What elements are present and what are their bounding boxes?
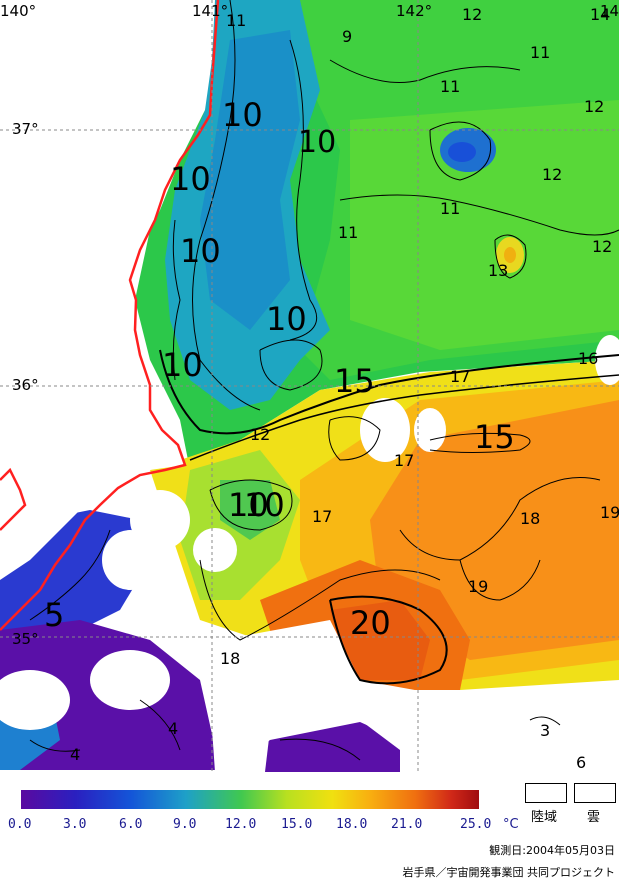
contour-label: 10 [266,300,307,338]
credit-line: 岩手県／宇宙開発事業団 共同プロジェクト [402,866,616,879]
contour-label: 11 [530,43,550,62]
scale-tick: 21.0 [391,817,423,832]
cloud-swatch [574,783,616,803]
contour-label: 11 [226,11,246,30]
contour-label: 17 [312,507,332,526]
land-mass [0,0,215,580]
scale-unit: °C [503,817,519,832]
sea-surface-temperature-field [0,0,619,772]
contour-label: 10 [222,96,263,134]
contour-label: 11 [440,77,460,96]
contour-label: 11 [440,199,460,218]
contour-label: 12 [542,165,562,184]
lon-label-141: 141° [192,2,228,20]
contour-label: 12 [592,237,612,256]
contour-label: 20 [350,604,391,642]
contour-label: 12 [250,425,270,444]
observation-date: 観測日:2004年05月03日 [489,844,615,857]
contour-label: 4 [168,719,178,738]
scale-tick: 6.0 [119,817,143,832]
scale-tick: 25.0 [460,817,492,832]
lon-label-140: 140° [0,2,36,20]
lon-label-143: 14 [600,2,619,20]
temperature-color-scale [21,790,479,809]
isotherm-contours [29,0,619,761]
contour-label: 17 [450,367,470,386]
contour-label: 10 [180,232,221,270]
contour-label: 10 [170,160,211,198]
contour-label: 4 [70,745,80,764]
contour-label: 15 [474,418,515,456]
lat-label-35: 35° [12,630,39,648]
cloud-legend-label: 雲 [587,810,601,825]
contour-label: 10 [298,125,336,160]
scale-tick: 9.0 [173,817,197,832]
contour-label: 10 [228,486,269,524]
contour-label: 14 [590,5,610,24]
scale-tick: 12.0 [225,817,257,832]
coastline [0,0,220,631]
contour-label: 3 [540,721,550,740]
scale-tick: 18.0 [336,817,368,832]
scale-tick: 0.0 [8,817,32,832]
contour-label: 10 [162,346,203,384]
cloud-cover [0,335,619,772]
contour-label: 11 [338,223,358,242]
contour-label: 16 [578,349,598,368]
lon-label-142: 142° [396,2,432,20]
scale-tick: 3.0 [63,817,87,832]
lat-label-37: 37° [12,120,39,138]
sst-map: 140° 141° 142° 14 37° 36° 35° 11 9 12 11… [0,0,619,772]
contour-label: 13 [488,261,508,280]
scale-tick: 15.0 [281,817,313,832]
contour-label: 12 [462,5,482,24]
contour-label: 18 [220,649,240,668]
lat-label-36: 36° [12,376,39,394]
contour-label: 5 [44,596,64,634]
contour-label: 17 [394,451,414,470]
contour-label: 10 [244,486,285,524]
land-legend-label: 陸域 [531,810,558,825]
contour-label: 18 [520,509,540,528]
contour-label: 15 [334,362,375,400]
contour-label: 19 [600,503,619,522]
coastline-north [0,467,27,531]
contour-label: 9 [342,27,352,46]
contour-label: 6 [576,753,586,772]
graticule [0,0,619,772]
contour-label: 19 [468,577,488,596]
land-swatch [525,783,567,803]
contour-label: 12 [584,97,604,116]
